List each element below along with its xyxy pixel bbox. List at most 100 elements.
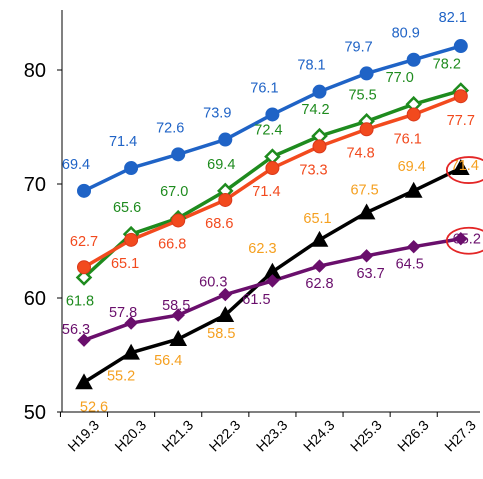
data-label: 61.5 bbox=[242, 292, 270, 308]
highlight-ellipse bbox=[445, 156, 483, 184]
x-tick-label: H22.3 bbox=[206, 417, 244, 455]
series-marker bbox=[122, 343, 140, 360]
series-marker bbox=[406, 52, 421, 67]
x-tick-label: H26.3 bbox=[394, 417, 432, 455]
data-label: 56.4 bbox=[154, 353, 182, 369]
data-label: 69.4 bbox=[62, 157, 90, 173]
data-label: 72.6 bbox=[156, 120, 184, 136]
labels-layer: 69.4 71.4 72.6 73.9 76.1 78.1 79.7 80.9 82.1 61.8… bbox=[62, 10, 481, 415]
x-tick-label: H25.3 bbox=[347, 417, 385, 455]
data-label: 76.1 bbox=[394, 131, 422, 147]
data-label: 58.5 bbox=[207, 326, 235, 342]
data-label: 65.1 bbox=[111, 256, 139, 272]
data-label: 67.5 bbox=[350, 183, 378, 199]
series-marker bbox=[359, 249, 374, 263]
data-label: 78.2 bbox=[433, 57, 461, 73]
series-marker bbox=[171, 308, 185, 322]
data-label: 71.4 bbox=[451, 158, 479, 174]
y-tick-label: 80 bbox=[24, 60, 46, 82]
data-label: 73.9 bbox=[203, 106, 231, 122]
series-marker bbox=[171, 147, 186, 162]
data-label: 69.4 bbox=[207, 157, 235, 173]
annotations-layer bbox=[445, 156, 483, 255]
data-label: 66.8 bbox=[158, 236, 186, 252]
series-marker bbox=[312, 139, 327, 154]
x-tick-label: H23.3 bbox=[253, 417, 291, 455]
series-marker bbox=[124, 316, 138, 330]
series-marker bbox=[265, 161, 280, 176]
series-marker bbox=[359, 66, 374, 81]
data-label: 61.8 bbox=[66, 293, 94, 309]
data-label: 80.9 bbox=[392, 26, 420, 42]
data-label: 58.5 bbox=[162, 298, 190, 314]
series-marker bbox=[124, 232, 139, 247]
data-label: 65.1 bbox=[303, 211, 331, 227]
series-marker bbox=[171, 213, 186, 228]
data-label: 78.1 bbox=[297, 58, 325, 74]
series-marker bbox=[218, 192, 233, 207]
data-label: 60.3 bbox=[199, 275, 227, 291]
data-label: 71.4 bbox=[109, 134, 137, 150]
data-label: 75.5 bbox=[348, 87, 376, 103]
series-marker bbox=[75, 373, 93, 390]
series-marker bbox=[312, 84, 327, 99]
data-label: 67.0 bbox=[160, 184, 188, 200]
series-marker bbox=[218, 132, 233, 147]
series-marker bbox=[453, 39, 468, 54]
series-marker bbox=[404, 181, 423, 198]
series-marker bbox=[312, 259, 327, 273]
y-tick-label: 70 bbox=[24, 174, 46, 196]
data-label: 69.4 bbox=[398, 159, 426, 175]
series-marker bbox=[453, 89, 468, 104]
data-label: 76.1 bbox=[250, 80, 278, 96]
y-tick-label: 60 bbox=[24, 288, 46, 310]
series-marker bbox=[75, 269, 93, 286]
data-label: 77.7 bbox=[447, 113, 475, 129]
series-marker bbox=[357, 203, 376, 220]
series-marker bbox=[216, 306, 235, 322]
series-marker bbox=[406, 239, 421, 254]
series-marker bbox=[77, 183, 91, 198]
x-tick-label: H27.3 bbox=[441, 417, 479, 455]
series-marker bbox=[454, 232, 468, 246]
data-label: 57.8 bbox=[109, 305, 137, 321]
data-label: 73.3 bbox=[299, 162, 327, 178]
series-marker bbox=[406, 107, 421, 122]
data-label: 55.2 bbox=[107, 369, 135, 385]
x-tick-label: H21.3 bbox=[159, 417, 197, 455]
data-label: 62.8 bbox=[305, 276, 333, 292]
data-label: 77.0 bbox=[386, 70, 414, 86]
data-label: 56.3 bbox=[62, 322, 90, 338]
data-label: 72.4 bbox=[254, 123, 282, 139]
series-marker bbox=[218, 287, 233, 302]
x-tick-label: H20.3 bbox=[111, 417, 149, 455]
x-tick-label: H24.3 bbox=[300, 417, 338, 455]
series-marker bbox=[77, 333, 91, 347]
series-marker bbox=[451, 159, 470, 175]
data-label: 82.1 bbox=[439, 10, 467, 26]
data-label: 64.5 bbox=[396, 257, 424, 273]
series-marker bbox=[124, 161, 139, 176]
data-label: 79.7 bbox=[344, 39, 372, 55]
markers-layer bbox=[75, 39, 470, 390]
series-marker bbox=[169, 330, 188, 346]
data-label: 63.7 bbox=[356, 266, 384, 282]
data-label: 65.2 bbox=[453, 232, 481, 248]
data-label: 62.7 bbox=[70, 234, 98, 250]
series-marker bbox=[265, 107, 280, 122]
data-label: 68.6 bbox=[205, 216, 233, 232]
series-marker bbox=[265, 274, 280, 288]
data-label: 65.6 bbox=[113, 200, 141, 216]
data-label: 74.8 bbox=[346, 145, 374, 161]
data-label: 62.3 bbox=[248, 241, 276, 257]
series-marker bbox=[77, 260, 91, 275]
series-marker bbox=[359, 122, 374, 137]
highlight-ellipse bbox=[445, 226, 483, 255]
data-label: 71.4 bbox=[252, 184, 280, 200]
data-label: 52.6 bbox=[80, 399, 108, 415]
x-tick-label: H19.3 bbox=[64, 417, 102, 455]
y-tick-label: 50 bbox=[24, 402, 46, 424]
